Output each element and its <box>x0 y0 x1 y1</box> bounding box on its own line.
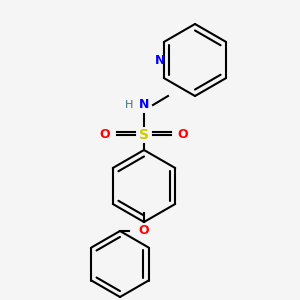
Text: O: O <box>100 128 110 142</box>
Text: S: S <box>139 128 149 142</box>
Text: N: N <box>155 53 166 67</box>
Text: O: O <box>139 224 149 238</box>
Text: H: H <box>125 100 133 110</box>
Text: O: O <box>178 128 188 142</box>
Text: N: N <box>139 98 149 112</box>
